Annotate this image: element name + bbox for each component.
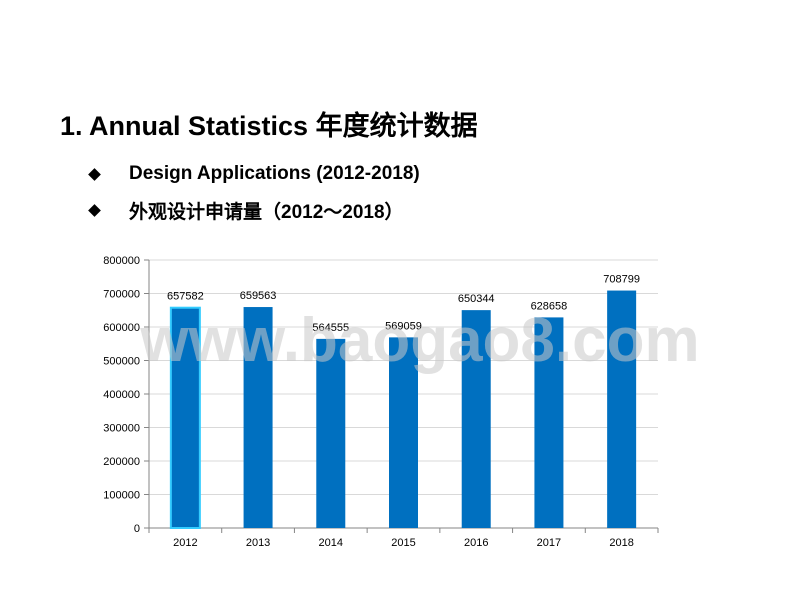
x-tick-label: 2015: [391, 537, 415, 549]
data-label: 564555: [312, 322, 349, 334]
x-tick-label: 2012: [173, 537, 197, 549]
y-tick-label: 100000: [103, 490, 140, 502]
data-label: 569059: [385, 320, 422, 332]
bullet-list: Design Applications (2012-2018) 外观设计申请量（…: [88, 156, 420, 228]
y-tick-label: 500000: [103, 356, 140, 368]
data-label: 659563: [240, 290, 277, 302]
x-tick-label: 2017: [537, 537, 561, 549]
bullet-item: 外观设计申请量（2012～2018）: [88, 192, 420, 228]
bar: [243, 307, 273, 528]
y-tick-label: 200000: [103, 456, 140, 468]
data-label: 708799: [603, 274, 640, 286]
x-tick-label: 2018: [609, 537, 633, 549]
x-tick-label: 2014: [319, 537, 343, 549]
bar: [607, 290, 637, 528]
bar: [316, 338, 346, 528]
bullet-text: Design Applications (2012-2018): [129, 163, 420, 184]
y-tick-label: 700000: [103, 289, 140, 301]
bullet-item: Design Applications (2012-2018): [88, 156, 420, 192]
bar: [389, 337, 418, 528]
bullet-text: 外观设计申请量（2012～2018）: [129, 201, 404, 223]
y-tick-label: 400000: [103, 389, 140, 401]
slide-title: 1. Annual Statistics 年度统计数据: [60, 111, 478, 141]
y-tick-label: 300000: [103, 423, 140, 435]
bar: [169, 306, 201, 529]
data-label: 650344: [458, 293, 495, 305]
y-tick-label: 0: [134, 523, 140, 535]
y-tick-label: 600000: [103, 322, 140, 334]
bar: [461, 310, 491, 528]
x-tick-label: 2016: [464, 537, 488, 549]
data-label: 628658: [531, 300, 568, 312]
x-tick-label: 2013: [246, 537, 270, 549]
y-tick-label: 800000: [103, 255, 140, 267]
bar: [534, 317, 564, 528]
data-label: 657582: [167, 291, 204, 303]
